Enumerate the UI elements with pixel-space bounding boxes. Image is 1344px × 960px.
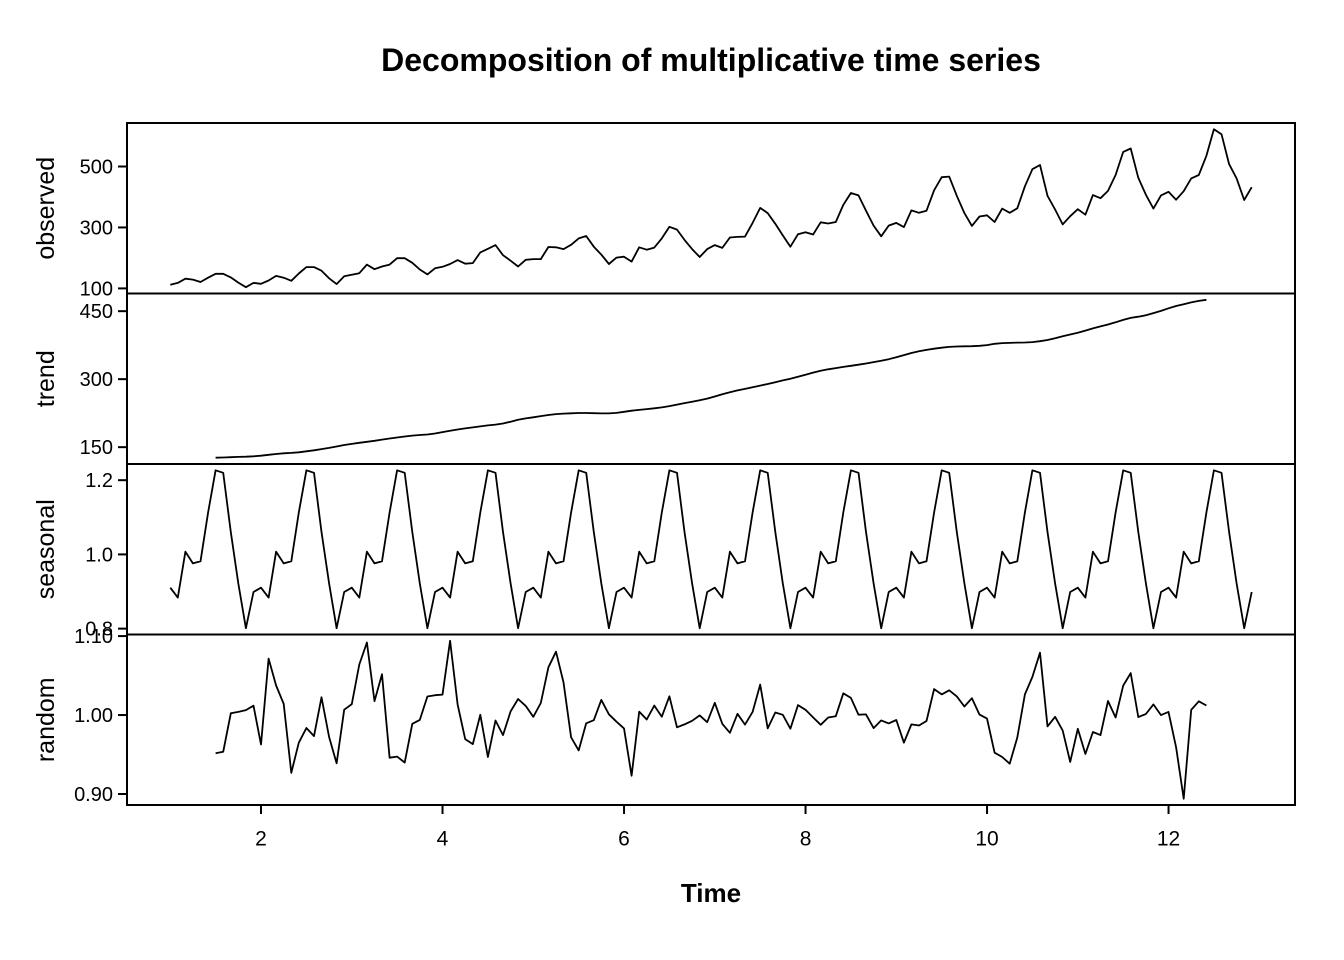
series-seasonal xyxy=(169,469,1253,630)
y-tick-label: 450 xyxy=(80,301,113,323)
x-tick-label: 8 xyxy=(800,827,812,850)
panel-box-observed xyxy=(126,122,1296,295)
y-tick-label: 1.00 xyxy=(74,705,113,727)
x-tick-label: 6 xyxy=(618,827,630,850)
x-tick-label: 12 xyxy=(1157,827,1180,850)
y-tick-label: 0.8 xyxy=(85,619,113,641)
chart-title: Decomposition of multiplicative time ser… xyxy=(381,42,1041,78)
x-axis-title: Time xyxy=(680,878,742,908)
y-tick-label: 300 xyxy=(80,217,113,239)
y-axis-title-seasonal: seasonal xyxy=(32,499,60,599)
y-tick-label: 500 xyxy=(80,156,113,178)
y-tick-label: 1.0 xyxy=(85,544,113,566)
y-tick-label: 300 xyxy=(80,369,113,391)
y-axis-title-random: random xyxy=(32,677,60,762)
series-random xyxy=(215,639,1207,800)
y-tick-label: 100 xyxy=(80,278,113,300)
series-observed xyxy=(170,128,1253,289)
y-tick-label: 150 xyxy=(80,437,113,459)
x-tick-label: 4 xyxy=(437,827,449,850)
y-axis-title-trend: trend xyxy=(32,350,60,407)
y-tick-label: 1.2 xyxy=(85,470,113,492)
x-tick-label: 10 xyxy=(975,827,998,850)
panel-box-trend xyxy=(126,292,1296,465)
panel-box-random xyxy=(126,633,1296,806)
y-axis-title-observed: observed xyxy=(32,157,60,260)
y-tick-label: 1.10 xyxy=(74,626,113,648)
series-trend xyxy=(215,298,1207,459)
y-tick-label: 0.90 xyxy=(74,784,113,806)
x-tick-label: 2 xyxy=(255,827,267,850)
